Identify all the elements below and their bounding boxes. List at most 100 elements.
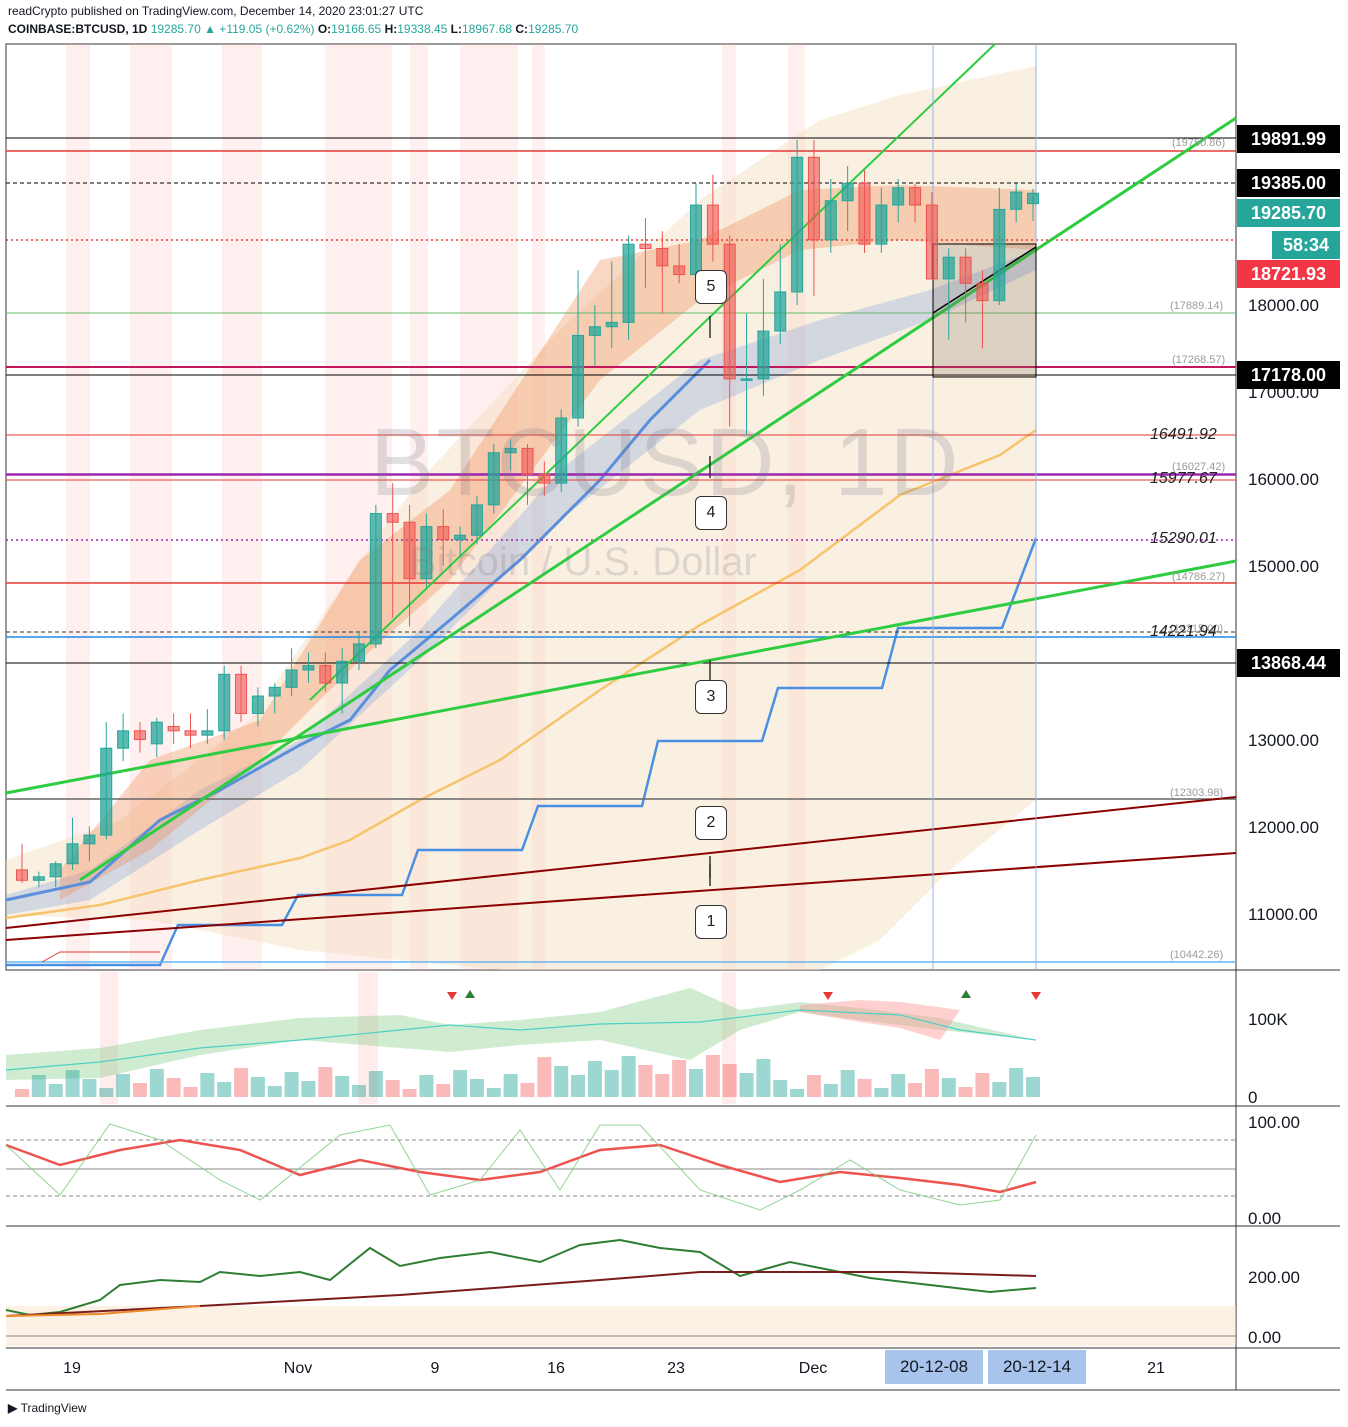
volume-bar xyxy=(469,1079,484,1097)
volume-bar xyxy=(773,1080,788,1097)
volume-bar xyxy=(992,1082,1007,1097)
volume-bar xyxy=(587,1061,602,1097)
price-label-17178: 17178.00 xyxy=(1237,361,1340,389)
publish-info: readCrypto published on TradingView.com,… xyxy=(8,4,424,18)
candle-body xyxy=(993,208,1006,302)
trendline-4 xyxy=(79,116,1237,882)
y-tick: 15000.00 xyxy=(1248,557,1319,576)
volume-bar xyxy=(1009,1068,1024,1097)
volume-bar xyxy=(65,1070,80,1097)
level-label: (14215.00) xyxy=(1170,623,1224,635)
last-price: 19285.70 xyxy=(150,22,201,36)
open-value: 19166.65 xyxy=(331,22,382,36)
candle-body xyxy=(285,669,298,688)
volume-bar xyxy=(82,1079,97,1097)
candle-body xyxy=(268,686,281,697)
candle-body xyxy=(32,876,45,881)
support-marker xyxy=(41,951,160,963)
volume-bar xyxy=(520,1083,535,1097)
volume-bar xyxy=(503,1074,518,1097)
price-label-18721: 18721.93 xyxy=(1237,260,1340,288)
volume-bar xyxy=(941,1078,956,1097)
callout-4: 4 xyxy=(695,496,727,530)
last-price-label: 19285.70 xyxy=(1237,199,1340,227)
level-label: (14786.27) xyxy=(1172,571,1226,583)
low-label: L: xyxy=(450,22,462,36)
y-tick: 11000.00 xyxy=(1248,905,1318,924)
symbol-label: COINBASE:BTCUSD, 1D xyxy=(8,22,148,36)
x-tick: Dec xyxy=(798,1360,828,1377)
candle-body xyxy=(824,200,837,241)
volume-bar xyxy=(621,1056,636,1097)
trendline-5 xyxy=(309,43,996,701)
level-label: (17268.57) xyxy=(1172,354,1226,366)
candle-body xyxy=(235,673,248,714)
close-label: C: xyxy=(515,22,529,36)
candle-body xyxy=(504,447,517,454)
x-tick: Nov xyxy=(283,1360,313,1377)
volume-bar xyxy=(739,1073,754,1097)
candle-body xyxy=(437,526,450,541)
candle-body xyxy=(757,330,770,380)
volume-bar xyxy=(284,1072,299,1097)
ma-yellow xyxy=(5,428,1037,920)
volume-bar xyxy=(756,1059,771,1097)
candle-body xyxy=(251,695,264,714)
volume-bar xyxy=(840,1070,855,1097)
volume-bar xyxy=(234,1068,249,1097)
signal-band xyxy=(325,44,392,970)
candle-body xyxy=(774,291,787,332)
volume-bar xyxy=(790,1089,805,1097)
candle-body xyxy=(1010,191,1023,210)
x-date-box-start: 20-12-08 xyxy=(885,1350,983,1384)
volume-bar xyxy=(1026,1077,1040,1097)
osc2-ma xyxy=(5,1271,1037,1317)
candle-body xyxy=(740,378,753,381)
candle-body xyxy=(420,526,433,580)
tradingview-brand: TradingView xyxy=(20,1401,87,1415)
signal-band xyxy=(130,44,172,970)
osc2-zone xyxy=(6,1306,1236,1346)
candle-body xyxy=(336,660,349,684)
candle-body xyxy=(538,473,551,484)
candle-body xyxy=(858,182,871,245)
volume-bar xyxy=(554,1066,569,1097)
volume-cloud-red xyxy=(800,1000,960,1040)
candle-body xyxy=(353,643,365,662)
volume-bar xyxy=(217,1082,232,1097)
volume-tick: 0 xyxy=(1248,1088,1258,1107)
x-tick: 23 xyxy=(667,1360,685,1377)
volume-bar xyxy=(537,1057,552,1097)
level-label: (17889.14) xyxy=(1170,300,1224,312)
osc2-line xyxy=(5,1238,1037,1317)
countdown-label: 58:34 xyxy=(1272,231,1340,259)
candle-body xyxy=(184,730,197,736)
volume-bar xyxy=(48,1084,63,1097)
candle-body xyxy=(386,513,399,523)
signal-band xyxy=(410,44,428,970)
candle-body xyxy=(167,725,180,732)
y-tick: 18000.00 xyxy=(1248,296,1319,315)
x-tick: 9 xyxy=(430,1360,440,1377)
volume-bar xyxy=(486,1088,501,1097)
volume-bar xyxy=(99,1088,114,1097)
level-label: (10442.26) xyxy=(1170,949,1224,961)
price-label-13868: 13868.44 xyxy=(1237,649,1340,677)
close-value: 19285.70 xyxy=(528,22,579,36)
callout-2: 2 xyxy=(695,806,727,840)
candle-body xyxy=(673,265,686,276)
signal-band xyxy=(100,972,118,1104)
osc2-tick: 200.00 xyxy=(1248,1268,1300,1287)
candle-body xyxy=(925,204,938,280)
signal-arrow xyxy=(961,990,971,998)
volume-bar xyxy=(368,1071,383,1097)
candle-body xyxy=(605,321,618,328)
trendline-3 xyxy=(5,559,1237,795)
level-label: (16027.42) xyxy=(1172,461,1226,473)
volume-bar xyxy=(638,1065,653,1097)
volume-bar xyxy=(823,1084,838,1097)
trendline-2 xyxy=(5,796,1237,929)
level-label: (12303.98) xyxy=(1170,787,1224,799)
candle-body xyxy=(622,243,635,323)
